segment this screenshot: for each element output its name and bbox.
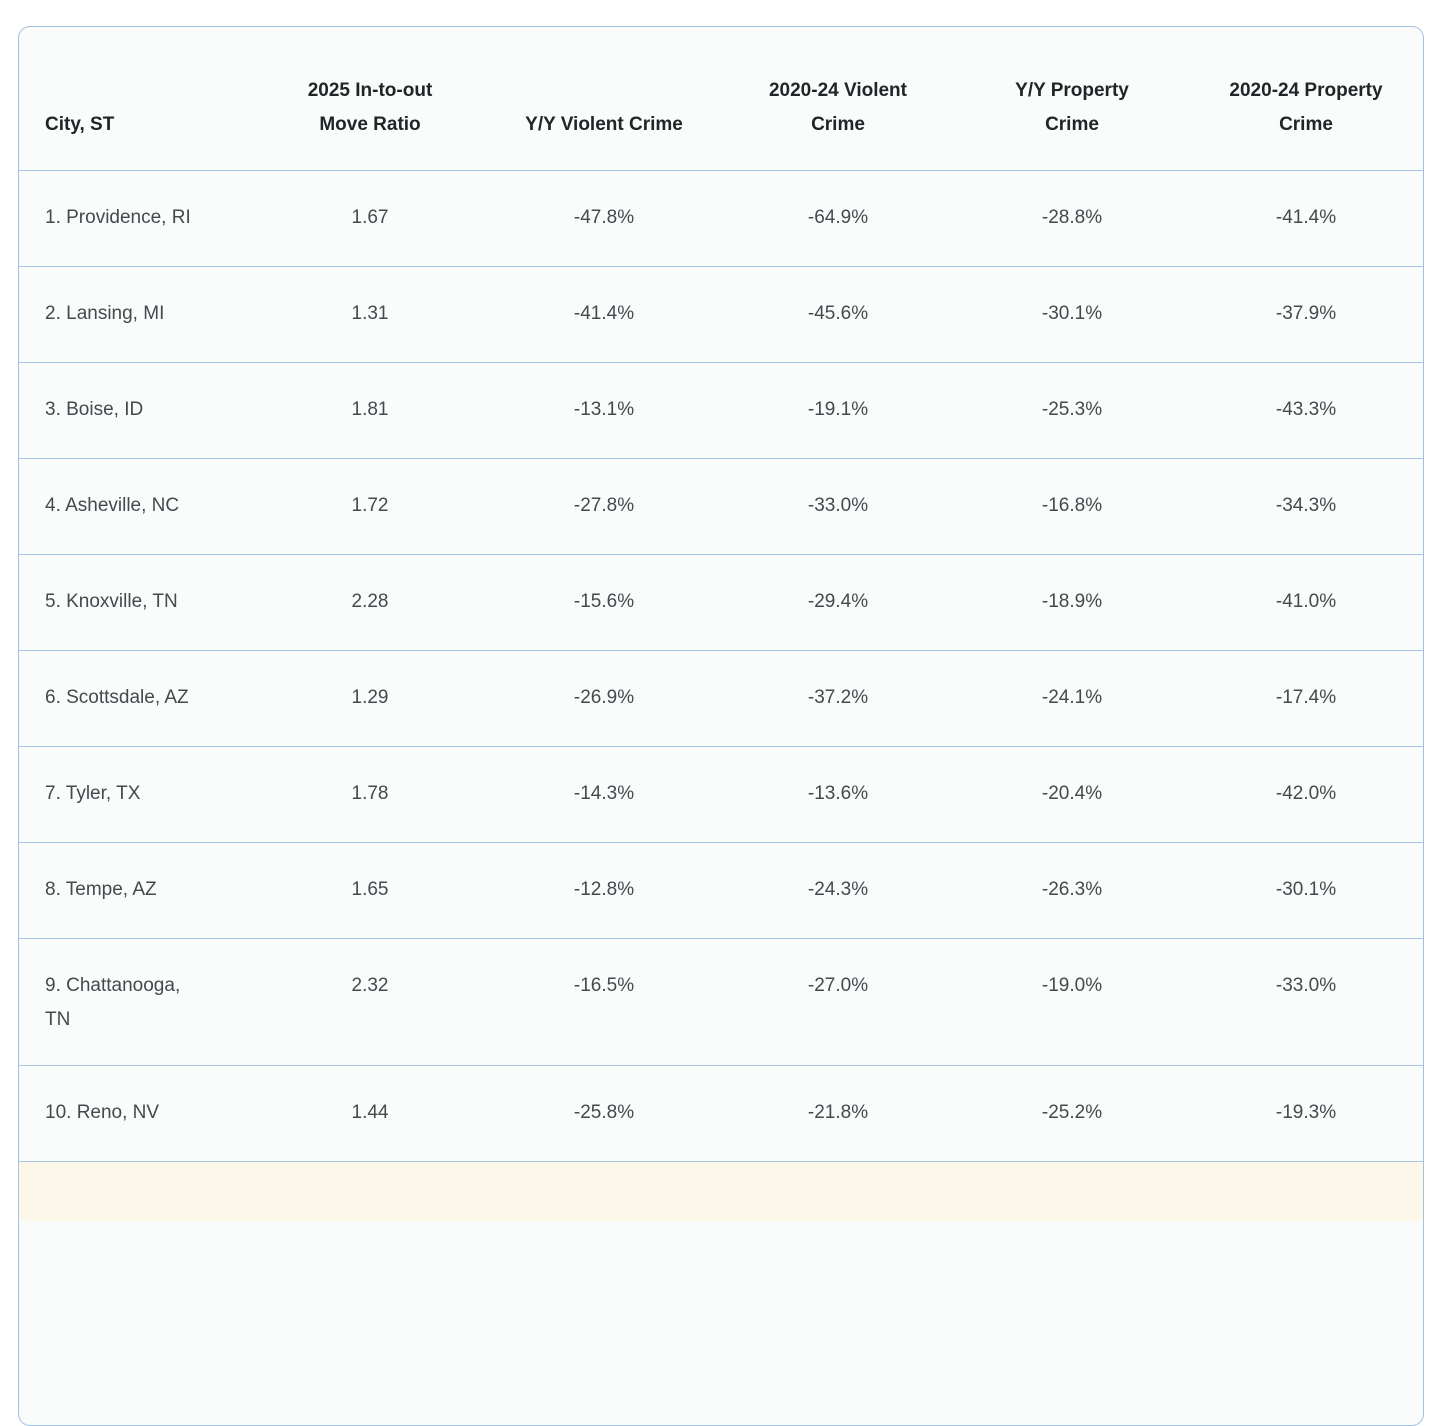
- yy-property-cell: -26.3%: [955, 842, 1189, 939]
- violent-2020-24-cell: -13.6%: [721, 746, 955, 843]
- header-row: City, ST 2025 In-to-out Move Ratio Y/Y V…: [19, 27, 1423, 171]
- yy-property-cell: -25.3%: [955, 362, 1189, 459]
- move-ratio-cell: 1.81: [253, 362, 487, 459]
- violent-2020-24-cell: -33.0%: [721, 458, 955, 555]
- column-header-move-ratio: 2025 In-to-out Move Ratio: [253, 27, 487, 171]
- crime-table-body: 1. Providence, RI 1.67 -47.8% -64.9% -28…: [19, 170, 1423, 1221]
- yy-property-cell: -18.9%: [955, 554, 1189, 651]
- property-2020-24-cell: -41.0%: [1189, 554, 1423, 651]
- table-row: 9. Chattanooga, TN 2.32 -16.5% -27.0% -1…: [19, 938, 1423, 1066]
- table-row: 2. Lansing, MI 1.31 -41.4% -45.6% -30.1%…: [19, 266, 1423, 363]
- yy-property-cell: -30.1%: [955, 266, 1189, 363]
- city-cell: 6. Scottsdale, AZ: [19, 650, 253, 747]
- table-row: 5. Knoxville, TN 2.28 -15.6% -29.4% -18.…: [19, 554, 1423, 651]
- property-2020-24-cell: -37.9%: [1189, 266, 1423, 363]
- city-cell: 3. Boise, ID: [19, 362, 253, 459]
- city-cell: 2. Lansing, MI: [19, 266, 253, 363]
- yy-violent-cell: -12.8%: [487, 842, 721, 939]
- city-cell: 8. Tempe, AZ: [19, 842, 253, 939]
- yy-property-cell: -16.8%: [955, 458, 1189, 555]
- column-header-yy-property-crime: Y/Y Property Crime: [955, 27, 1189, 171]
- table-row: 10. Reno, NV 1.44 -25.8% -21.8% -25.2% -…: [19, 1065, 1423, 1162]
- move-ratio-cell: 1.31: [253, 266, 487, 363]
- yy-violent-cell: -13.1%: [487, 362, 721, 459]
- yy-violent-cell: -26.9%: [487, 650, 721, 747]
- move-ratio-cell: 1.72: [253, 458, 487, 555]
- column-header-yy-violent-crime: Y/Y Violent Crime: [487, 27, 721, 171]
- property-2020-24-cell: -41.4%: [1189, 170, 1423, 267]
- property-2020-24-cell: -33.0%: [1189, 938, 1423, 1066]
- city-cell: 5. Knoxville, TN: [19, 554, 253, 651]
- city-crime-table-card: City, ST 2025 In-to-out Move Ratio Y/Y V…: [18, 26, 1424, 1426]
- table-row: 1. Providence, RI 1.67 -47.8% -64.9% -28…: [19, 170, 1423, 267]
- property-2020-24-cell: -34.3%: [1189, 458, 1423, 555]
- violent-2020-24-cell: -29.4%: [721, 554, 955, 651]
- yy-property-cell: -24.1%: [955, 650, 1189, 747]
- city-cell: 10. Reno, NV: [19, 1065, 253, 1162]
- move-ratio-cell: 1.44: [253, 1065, 487, 1162]
- column-header-2020-24-violent-crime: 2020-24 Violent Crime: [721, 27, 955, 171]
- crime-table-header: City, ST 2025 In-to-out Move Ratio Y/Y V…: [19, 27, 1423, 171]
- yy-property-cell: -20.4%: [955, 746, 1189, 843]
- move-ratio-cell: 1.29: [253, 650, 487, 747]
- violent-2020-24-cell: -37.2%: [721, 650, 955, 747]
- yy-violent-cell: -14.3%: [487, 746, 721, 843]
- property-2020-24-cell: -19.3%: [1189, 1065, 1423, 1162]
- yy-violent-cell: -27.8%: [487, 458, 721, 555]
- city-cell: 1. Providence, RI: [19, 170, 253, 267]
- table-row: 3. Boise, ID 1.81 -13.1% -19.1% -25.3% -…: [19, 362, 1423, 459]
- violent-2020-24-cell: -21.8%: [721, 1065, 955, 1162]
- city-cell: 7. Tyler, TX: [19, 746, 253, 843]
- yy-violent-cell: -25.8%: [487, 1065, 721, 1162]
- yy-violent-cell: -47.8%: [487, 170, 721, 267]
- move-ratio-cell: 1.78: [253, 746, 487, 843]
- column-header-2020-24-property-crime: 2020-24 Property Crime: [1189, 27, 1423, 171]
- city-cell: 9. Chattanooga, TN: [19, 938, 253, 1066]
- violent-2020-24-cell: -24.3%: [721, 842, 955, 939]
- table-row: 7. Tyler, TX 1.78 -14.3% -13.6% -20.4% -…: [19, 746, 1423, 843]
- table-row: 4. Asheville, NC 1.72 -27.8% -33.0% -16.…: [19, 458, 1423, 555]
- city-cell: 4. Asheville, NC: [19, 458, 253, 555]
- violent-2020-24-cell: -64.9%: [721, 170, 955, 267]
- next-row-highlight-strip: [19, 1161, 1423, 1221]
- yy-property-cell: -28.8%: [955, 170, 1189, 267]
- move-ratio-cell: 1.67: [253, 170, 487, 267]
- move-ratio-cell: 1.65: [253, 842, 487, 939]
- property-2020-24-cell: -30.1%: [1189, 842, 1423, 939]
- property-2020-24-cell: -43.3%: [1189, 362, 1423, 459]
- crime-table: City, ST 2025 In-to-out Move Ratio Y/Y V…: [19, 27, 1423, 1221]
- yy-property-cell: -19.0%: [955, 938, 1189, 1066]
- property-2020-24-cell: -17.4%: [1189, 650, 1423, 747]
- move-ratio-cell: 2.32: [253, 938, 487, 1066]
- violent-2020-24-cell: -45.6%: [721, 266, 955, 363]
- property-2020-24-cell: -42.0%: [1189, 746, 1423, 843]
- table-row: 8. Tempe, AZ 1.65 -12.8% -24.3% -26.3% -…: [19, 842, 1423, 939]
- next-row-highlight-cell: [19, 1161, 1423, 1221]
- yy-violent-cell: -16.5%: [487, 938, 721, 1066]
- column-header-city: City, ST: [19, 27, 253, 171]
- move-ratio-cell: 2.28: [253, 554, 487, 651]
- table-row: 6. Scottsdale, AZ 1.29 -26.9% -37.2% -24…: [19, 650, 1423, 747]
- violent-2020-24-cell: -19.1%: [721, 362, 955, 459]
- violent-2020-24-cell: -27.0%: [721, 938, 955, 1066]
- yy-violent-cell: -41.4%: [487, 266, 721, 363]
- yy-property-cell: -25.2%: [955, 1065, 1189, 1162]
- yy-violent-cell: -15.6%: [487, 554, 721, 651]
